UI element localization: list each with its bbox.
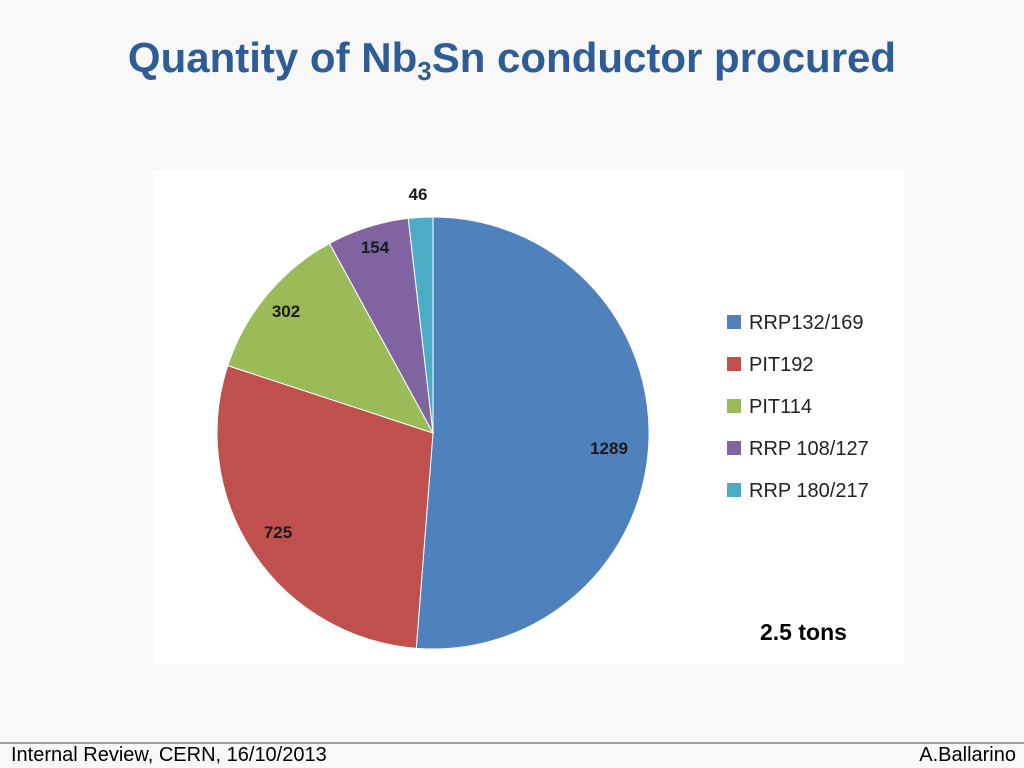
pie-chart: 1289 725 302 154 46 RRP132/169 PIT192 PIT114 RR… bbox=[153, 170, 904, 664]
pie-slice-rrp132-169 bbox=[415, 216, 650, 650]
legend-label: RRP 108/127 bbox=[749, 438, 869, 460]
legend-swatch bbox=[727, 315, 741, 329]
legend-label: PIT192 bbox=[749, 354, 813, 376]
slice-value-label: 1289 bbox=[590, 439, 628, 458]
slice-value-label: 46 bbox=[409, 185, 428, 204]
legend-label: RRP 180/217 bbox=[749, 480, 869, 502]
pie-slice-pit114 bbox=[227, 242, 435, 434]
slide-title: Quantity of Nb3Sn conductor procured bbox=[127, 34, 897, 86]
footer-divider bbox=[0, 742, 1024, 744]
pie-chart-svg: 1289 725 302 154 46 RRP132/169 PIT192 PIT114 RR… bbox=[216, 185, 869, 650]
slice-value-label: 154 bbox=[361, 238, 390, 257]
legend-label: RRP132/169 bbox=[749, 312, 864, 334]
legend-swatch bbox=[727, 399, 741, 413]
footer-author: A.Ballarino bbox=[919, 744, 1016, 766]
pie-slice-rrp-180-217 bbox=[407, 216, 434, 434]
slice-value-label: 302 bbox=[272, 302, 300, 321]
legend-swatch bbox=[727, 357, 741, 371]
legend-swatch bbox=[727, 441, 741, 455]
footer-event: Internal Review, CERN, 16/10/2013 bbox=[11, 744, 327, 766]
slice-value-label: 725 bbox=[264, 523, 292, 542]
total-annotation: 2.5 tons bbox=[760, 619, 847, 645]
legend-swatch bbox=[727, 483, 741, 497]
pie-slice-pit192 bbox=[216, 365, 434, 649]
legend-label: PIT114 bbox=[749, 396, 812, 418]
